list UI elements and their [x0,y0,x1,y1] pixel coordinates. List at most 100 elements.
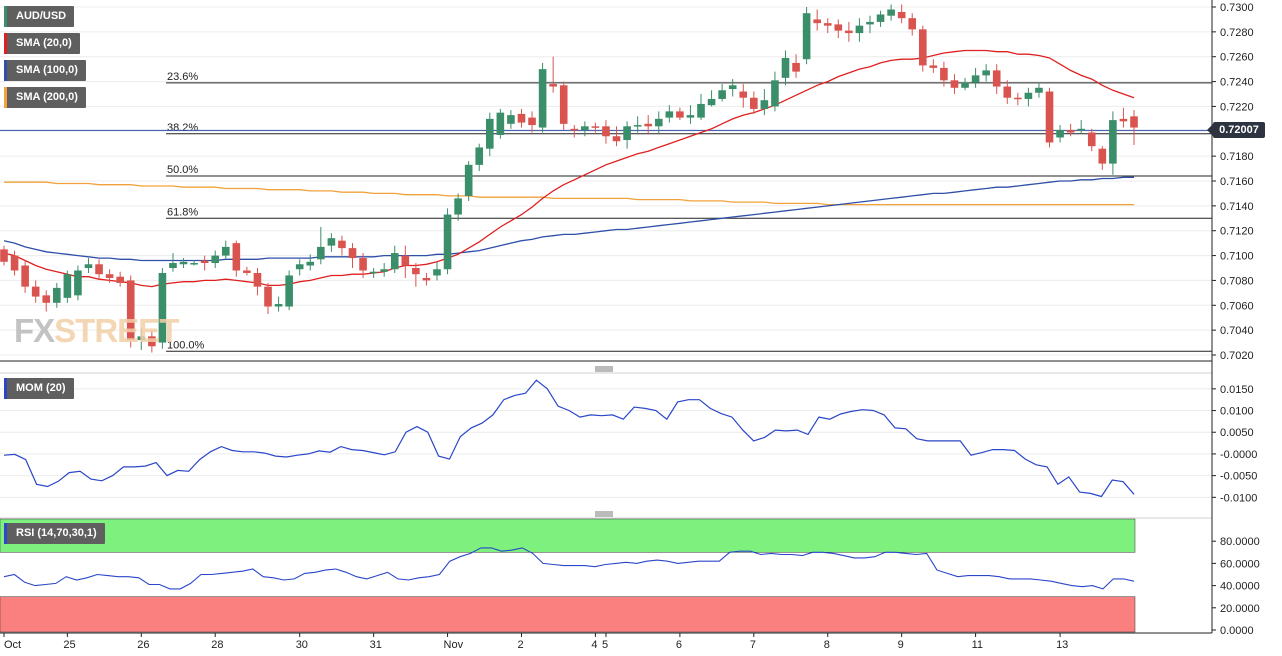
mom-grid [0,388,1212,498]
candle-up [74,270,82,296]
time-tick-label: 6 [676,639,682,651]
mom-swatch [4,378,7,399]
fibonacci-label: 50.0% [167,164,198,176]
candle-down [105,274,114,278]
price-tick-label: 0.7300 [1220,2,1254,14]
time-tick-label: 30 [296,639,308,651]
candle-down [1130,116,1138,128]
sma20-text: SMA (20,0) [16,37,72,49]
price-tick-label: 0.7220 [1220,101,1254,113]
time-tick-label: Nov [444,639,464,651]
pane-resize-handle[interactable] [595,511,613,517]
candle-down [813,19,821,24]
candle-up [274,304,283,307]
price-tick-label: 0.7280 [1220,27,1254,39]
time-tick-label: 26 [137,639,149,651]
mom-tick-label: 0.0100 [1220,406,1254,418]
price-pane: 23.6% 38.2% 50.0% 61.8% 100.0% [0,0,1212,362]
candle-down [126,280,135,341]
candle-up [623,126,631,140]
candle-down [31,286,40,297]
candle-up [211,255,220,264]
candle-up [686,115,695,118]
price-tick-label: 0.7180 [1220,151,1254,163]
price-tick-label: 0.7160 [1220,176,1254,188]
candle-down [422,277,431,281]
candle-up [866,21,874,25]
candle-down [1098,148,1107,164]
candle-down [1066,130,1075,133]
candle-up [327,238,336,246]
rsi-label[interactable]: RSI (14,70,30,1) [4,523,105,544]
mom-tick-label: 0.0150 [1220,384,1254,396]
fibonacci-label: 61.8% [167,206,198,218]
symbol-text: AUD/USD [16,10,67,22]
candle-up [507,115,515,124]
rsi-tick-label: 60.0000 [1220,558,1260,570]
sma20-line [3,49,1135,288]
candle-up [137,336,146,341]
sma20-swatch [4,33,7,54]
candle-down [528,117,536,126]
price-tick-label: 0.7260 [1220,52,1254,64]
candle-up [306,261,315,266]
candle-up [887,9,895,16]
price-tick-label: 0.7100 [1220,251,1254,263]
candlesticks [0,4,1138,353]
candle-down [644,123,653,127]
price-tick-label: 0.7080 [1220,275,1254,287]
pane-resize-handle[interactable] [595,366,613,372]
candle-up [1024,92,1033,99]
symbol-label[interactable]: AUD/USD [4,6,75,27]
mom-pane [0,372,1212,498]
sma100-line [3,176,1134,262]
mom-tick-label: 0.0050 [1220,427,1254,439]
fxstreet-watermark: FXSTREET [14,312,179,349]
candle-up [707,98,716,106]
candle-down [908,18,917,30]
candle-down [918,29,927,66]
candle-up [760,100,769,109]
candle-up [654,118,663,127]
candle-down [243,270,251,273]
candle-down [750,97,758,109]
candle-down [570,128,579,131]
candle-up [285,275,293,307]
candle-up [84,264,93,268]
candle-down [264,286,272,307]
candle-up [179,261,188,265]
candle-down [1087,132,1096,147]
price-tick-label: 0.7040 [1220,325,1254,337]
time-tick-label: 2 [517,639,523,651]
candle-up [1109,120,1117,164]
candle-down [412,268,420,275]
candle-up [538,69,547,128]
mom-line [3,379,1135,498]
candle-up [317,246,325,260]
rsi-text: RSI (14,70,30,1) [16,527,97,539]
rsi-tick-label: 80.0000 [1220,536,1260,548]
time-tick-label: 28 [211,639,223,651]
candle-down [929,65,938,68]
candle-up [633,125,642,127]
price-tick-label: 0.7240 [1220,77,1254,89]
candle-up [475,147,484,165]
candle-up [496,112,505,136]
candle-down [897,11,906,19]
candle-up [1056,130,1064,138]
symbol-swatch [4,6,7,27]
last-price-tag: 0.72007 [1207,122,1265,139]
candle-up [802,13,811,60]
candle-up [454,198,462,215]
candle-up [876,14,885,22]
fibonacci-label: 38.2% [167,122,198,134]
mom-label[interactable]: MOM (20) [4,378,74,399]
fibonacci-levels: 23.6% 38.2% 50.0% 61.8% 100.0% [0,71,1212,352]
sma20-label[interactable]: SMA (20,0) [4,33,80,54]
sma200-label[interactable]: SMA (200,0) [4,87,86,108]
sma100-swatch [4,60,7,81]
price-pane-background [0,0,1212,360]
candle-up [380,269,388,272]
candle-down [792,62,800,72]
sma100-label[interactable]: SMA (100,0) [4,60,86,81]
